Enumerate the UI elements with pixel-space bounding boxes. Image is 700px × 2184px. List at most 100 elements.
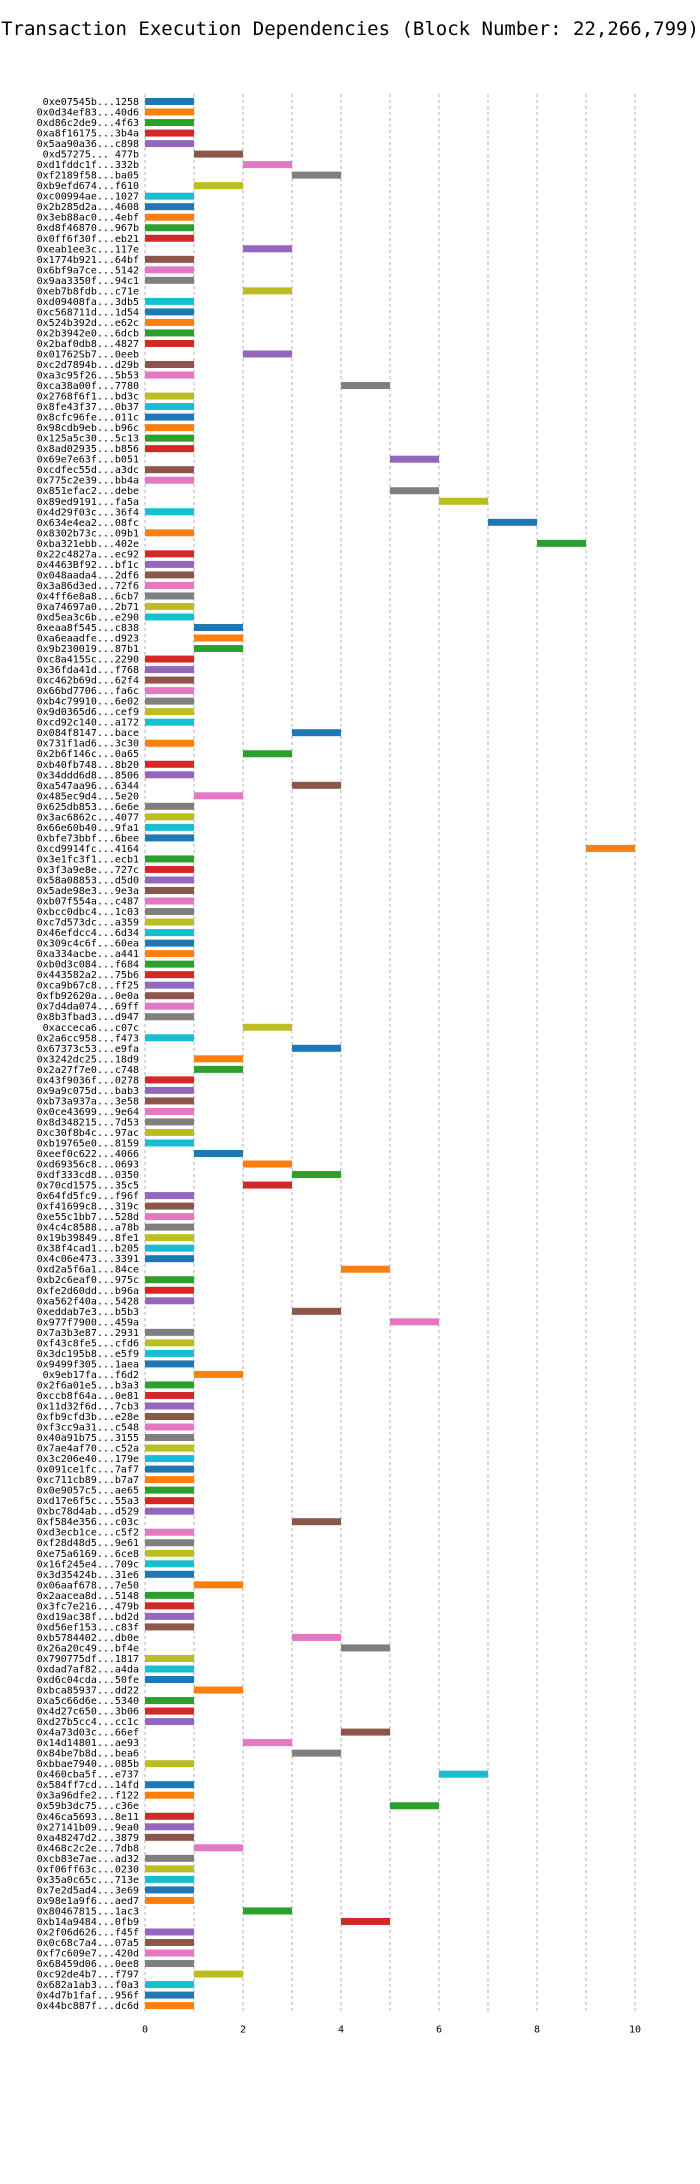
task-bar	[145, 1234, 194, 1242]
y-tick-label: 0x98e1a9f6...aed7	[37, 1896, 139, 1907]
y-tick-label: 0xe07545b...1258	[43, 97, 139, 108]
task-bar	[145, 1223, 194, 1231]
y-tick-label: 0x0ce43699...9e64	[37, 1107, 139, 1118]
y-tick-label: 0xb73a937a...3e58	[37, 1096, 139, 1107]
task-bar	[145, 739, 194, 747]
y-tick-label: 0x048aada4...2df6	[37, 570, 139, 581]
y-tick-label: 0xb9efd674...f610	[37, 181, 139, 192]
task-bar	[194, 1370, 243, 1378]
task-bar	[145, 813, 194, 821]
y-tick-label: 0x2b3942e0...6dcb	[37, 328, 139, 339]
task-bar	[243, 1023, 292, 1031]
task-bar	[145, 255, 194, 263]
y-tick-label: 0xca38a00f...7780	[37, 381, 139, 392]
y-tick-label: 0x091ce1fc...7af7	[37, 1465, 139, 1476]
task-bar	[145, 119, 194, 127]
y-tick-label: 0x790775df...1817	[37, 1654, 139, 1665]
y-tick-label: 0x66e60b40...9fa1	[37, 823, 139, 834]
y-tick-label: 0x682a1ab3...f0a3	[37, 1980, 139, 1991]
y-tick-label: 0x3dc195b8...e5f9	[37, 1349, 139, 1360]
task-bar	[145, 1139, 194, 1147]
y-tick-label: 0xc7d573dc...a359	[37, 918, 139, 929]
y-tick-label: 0x9d0365d6...cef9	[37, 707, 139, 718]
task-bar	[145, 1665, 194, 1673]
y-tick-label: 0x731f1ad6...3c30	[37, 739, 139, 750]
y-tick-label: 0xb40fb748...8b20	[37, 760, 139, 771]
task-bar	[145, 1349, 194, 1357]
task-bar	[292, 1307, 341, 1315]
y-tick-label: 0x38f4cad1...b205	[37, 1244, 139, 1255]
task-bar	[390, 1318, 439, 1326]
y-tick-label: 0x0e9057c5...ae65	[37, 1486, 139, 1497]
y-tick-label: 0xc711cb89...b7a7	[37, 1475, 139, 1486]
y-tick-label: 0x2768f6f1...bd3c	[37, 392, 139, 403]
y-tick-label: 0x80467815...1ac3	[37, 1906, 139, 1917]
task-bar	[145, 1833, 194, 1841]
y-tick-label: 0x977f7900...459a	[37, 1317, 139, 1328]
task-bar	[292, 1633, 341, 1641]
task-bar	[145, 1539, 194, 1547]
y-tick-label: 0x7ae4af70...c52a	[37, 1444, 139, 1455]
task-bar	[145, 371, 194, 379]
task-bar	[145, 1444, 194, 1452]
y-tick-label: 0x524b392d...e62c	[37, 318, 139, 329]
task-bar	[145, 1928, 194, 1936]
task-bar	[145, 613, 194, 621]
task-bar	[145, 1676, 194, 1683]
y-tick-label: 0xd3ecb1ce...c5f2	[37, 1528, 139, 1539]
y-tick-label: 0x309c4c6f...60ea	[37, 939, 139, 950]
y-tick-label: 0xa6eaadfe...d923	[37, 634, 139, 645]
y-tick-label: 0x69e7e63f...b051	[37, 455, 139, 466]
y-tick-label: 0x460cba5f...e737	[37, 1770, 139, 1781]
task-bar	[145, 1896, 194, 1904]
y-tick-label: 0xb5784402...db0e	[37, 1633, 139, 1644]
task-bar	[145, 308, 194, 316]
task-bar	[145, 1875, 194, 1883]
y-tick-label: 0x7e2d5ad4...3e69	[37, 1885, 139, 1896]
task-bar	[145, 602, 194, 610]
task-bar	[145, 1360, 194, 1368]
x-tick-label: 10	[629, 2025, 641, 2036]
y-tick-label: 0x59b3dc75...c36e	[37, 1801, 139, 1812]
y-tick-label: 0xd09408fa...3db5	[37, 297, 139, 308]
y-tick-label: 0x2aacea8d...5148	[37, 1591, 139, 1602]
y-tick-label: 0x625db853...6e6e	[37, 802, 139, 813]
task-bar	[145, 434, 194, 442]
task-bar	[145, 445, 194, 453]
y-tick-label: 0x775c2e39...bb4a	[37, 476, 139, 487]
y-tick-label: 0x6bf9a7ce...5142	[37, 265, 139, 276]
y-tick-label: 0x3242dc25...18d9	[37, 1054, 139, 1065]
y-tick-label: 0x68459d06...0ee8	[37, 1959, 139, 1970]
task-bar	[145, 823, 194, 831]
y-tick-label: 0x43f9036f...0278	[37, 1075, 139, 1086]
y-tick-label: 0x3ac6862c...4077	[37, 812, 139, 823]
y-tick-label: 0xb19765e0...8159	[37, 1138, 139, 1149]
y-tick-label: 0x8d348215...7d53	[37, 1117, 139, 1128]
task-bar	[145, 1886, 194, 1894]
task-bar	[341, 1728, 390, 1736]
y-tick-label: 0x468c2c2e...7db8	[37, 1843, 139, 1854]
task-bar	[145, 266, 194, 274]
task-bar	[145, 339, 194, 347]
y-tick-label: 0x3a86d3ed...72f6	[37, 581, 139, 592]
y-tick-label: 0xeef0c622...4066	[37, 1149, 139, 1160]
task-bar	[145, 2002, 194, 2010]
y-tick-label: 0x9aa3350f...94c1	[37, 276, 139, 287]
y-tick-label: 0xbfe73bbf...6bee	[37, 833, 139, 844]
y-tick-label: 0xf584e356...c03c	[37, 1517, 139, 1528]
y-tick-label: 0xa3c95f26...5b53	[37, 371, 139, 382]
task-bar	[145, 960, 194, 968]
y-tick-label: 0x7a3b3e87...2931	[37, 1328, 139, 1339]
y-tick-label: 0xa74697a0...2b71	[37, 602, 139, 613]
task-bar	[145, 1276, 194, 1284]
y-tick-labels: 0xe07545b...12580x0d34ef83...40d60xd86c2…	[37, 97, 139, 2012]
task-bar	[145, 1455, 194, 1463]
x-tick-label: 4	[338, 2025, 344, 2036]
task-bar	[145, 1949, 194, 1957]
y-tick-label: 0x8cfc96fe...011c	[37, 413, 139, 424]
y-tick-label: 0xf7c609e7...420d	[37, 1949, 139, 1960]
task-bar	[341, 382, 390, 390]
task-bar	[145, 687, 194, 695]
task-bar	[145, 1486, 194, 1494]
task-bar	[243, 161, 292, 169]
